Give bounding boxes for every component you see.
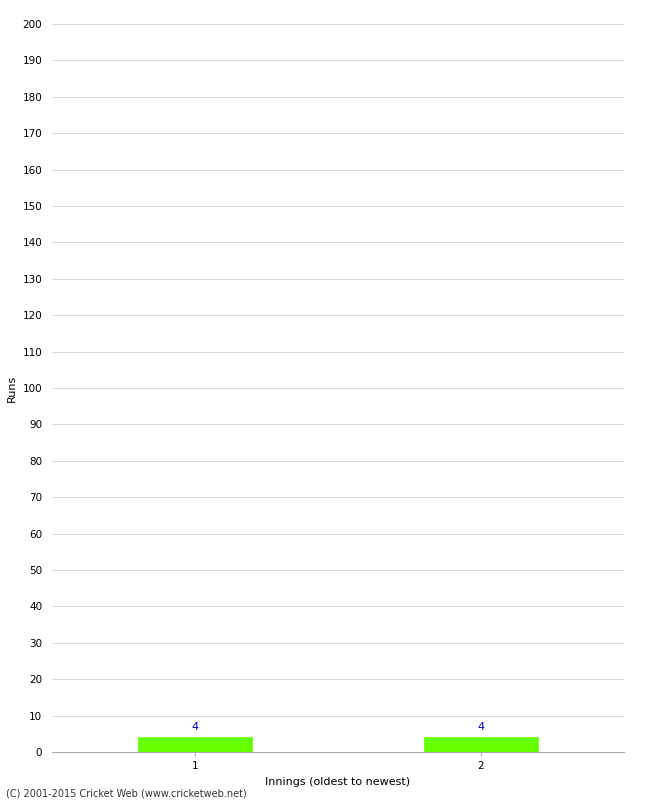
Bar: [424, 738, 538, 752]
X-axis label: Innings (oldest to newest): Innings (oldest to newest): [265, 777, 411, 786]
Y-axis label: Runs: Runs: [7, 374, 17, 402]
Bar: [138, 738, 252, 752]
Text: (C) 2001-2015 Cricket Web (www.cricketweb.net): (C) 2001-2015 Cricket Web (www.cricketwe…: [6, 789, 247, 798]
Text: 4: 4: [192, 722, 198, 732]
Text: 4: 4: [478, 722, 484, 732]
